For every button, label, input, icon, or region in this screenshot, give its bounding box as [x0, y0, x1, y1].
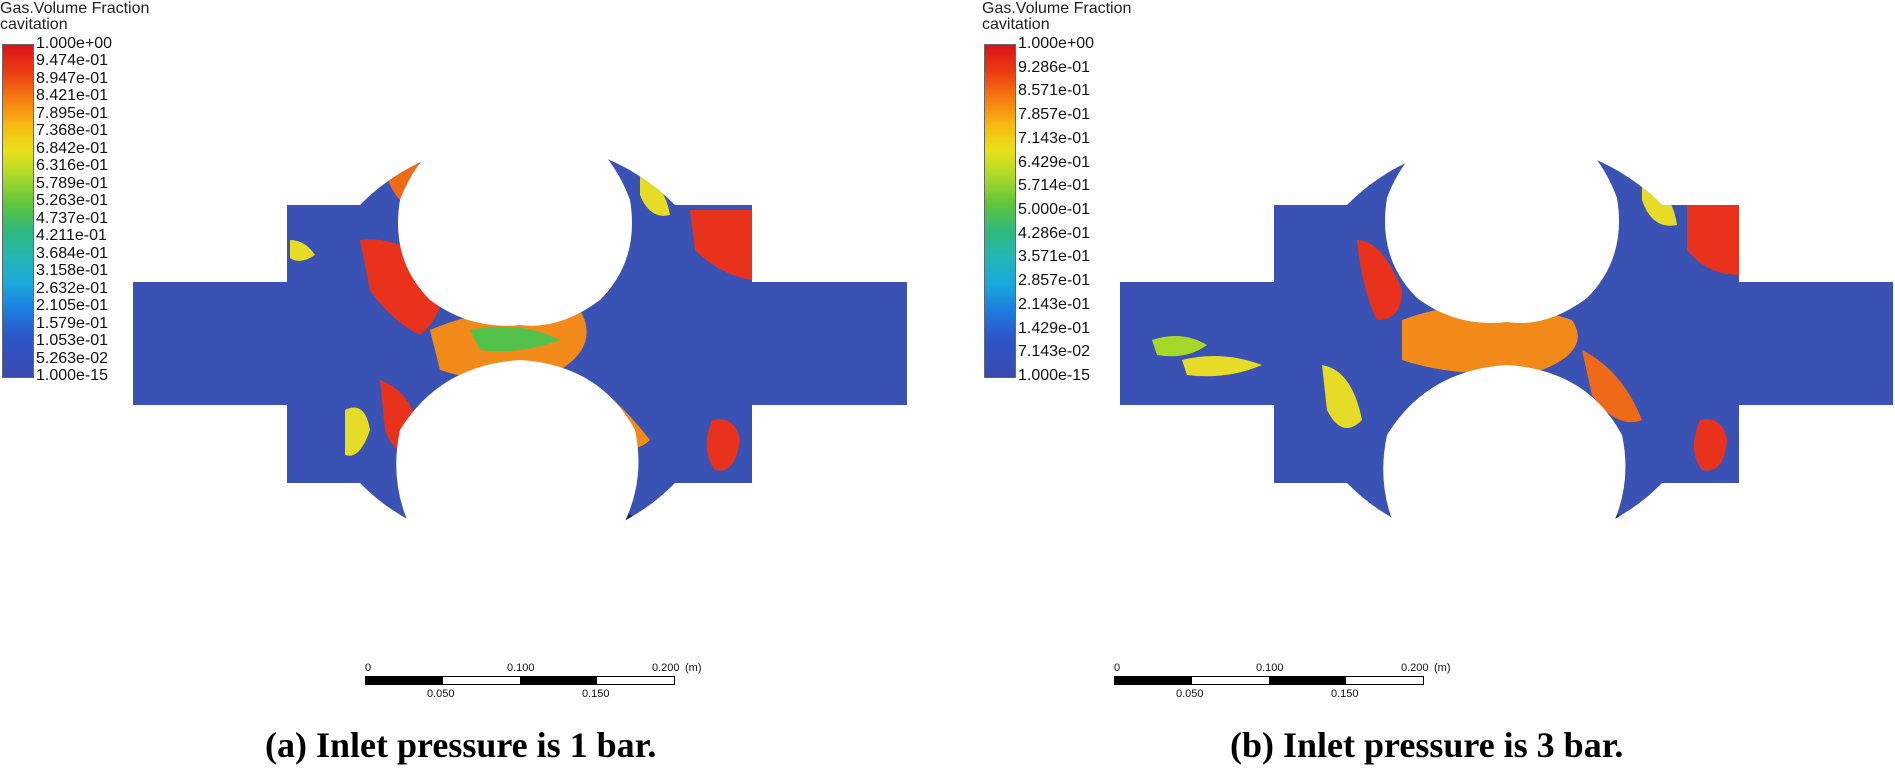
- rotor-upper: [1385, 112, 1619, 323]
- gas-pocket: [470, 326, 560, 352]
- gas-pocket: [1322, 365, 1362, 428]
- cavitation-contour-plot-a: [133, 51, 907, 621]
- colorbar-tick-label: 1.000e-15: [1018, 367, 1091, 384]
- colorbar-tick-label: 4.211e-01: [36, 227, 107, 245]
- colorbar-tick-label: 5.714e-01: [1018, 177, 1091, 195]
- gas-pocket: [690, 210, 752, 280]
- colorbar: [984, 44, 1016, 378]
- gas-pocket: [345, 407, 370, 456]
- colorbar-ticks: 1.000e+00 9.286e-01 8.571e-01 7.857e-01 7.14…: [1018, 36, 1158, 384]
- colorbar-tick-label: 9.474e-01: [36, 52, 109, 70]
- colorbar-tick-label: 2.857e-01: [1018, 272, 1091, 290]
- colorbar-tick-label: 2.105e-01: [36, 297, 109, 315]
- legend-title: Gas.Volume Fraction: [982, 0, 1132, 17]
- gas-pocket: [1522, 60, 1582, 110]
- colorbar-tick-label: 3.158e-01: [36, 262, 109, 280]
- colorbar-tick-label: 5.263e-01: [36, 192, 109, 210]
- gas-pocket: [1402, 305, 1578, 374]
- rotor-lower: [396, 360, 639, 590]
- colorbar-tick-label: 7.143e-02: [1018, 343, 1091, 361]
- colorbar-ticks: 1.000e+00 9.474e-01 8.947e-01 8.421e-01 7.89…: [36, 36, 176, 384]
- gas-pocket: [600, 80, 650, 130]
- colorbar-tick-label: 6.429e-01: [1018, 153, 1091, 171]
- gas-pocket: [485, 51, 555, 100]
- gas-pocket: [1687, 205, 1739, 275]
- colorbar-tick-label: 8.571e-01: [1018, 82, 1091, 100]
- colorbar-tick-label: 2.632e-01: [36, 279, 109, 297]
- colorbar-tick-label: 8.947e-01: [36, 69, 109, 87]
- gas-pocket: [1182, 356, 1262, 377]
- colorbar-tick-label: 3.571e-01: [1018, 248, 1091, 266]
- colorbar-tick-label: 3.684e-01: [36, 244, 109, 262]
- gas-pocket: [500, 594, 610, 621]
- caption-a: (a) Inlet pressure is 1 bar.: [265, 725, 657, 765]
- rotor-upper: [398, 115, 632, 326]
- legend-title: Gas.Volume Fraction: [0, 0, 150, 17]
- legend-subtitle: cavitation: [982, 16, 1050, 33]
- scale-bar: 0 0.100 0.200 (m) 0.050 0.150: [1114, 662, 1451, 700]
- colorbar-tick-label: 2.143e-01: [1018, 295, 1091, 313]
- caption-b: (b) Inlet pressure is 3 bar.: [1230, 725, 1624, 765]
- gas-pocket: [640, 170, 670, 216]
- legend-subtitle: cavitation: [0, 16, 68, 33]
- colorbar-tick-label: 5.000e-01: [1018, 201, 1091, 218]
- colorbar-tick-label: 7.143e-01: [1018, 129, 1091, 147]
- colorbar-tick-label: 5.789e-01: [36, 174, 109, 192]
- colorbar: [2, 44, 34, 378]
- colorbar-tick-label: 8.421e-01: [36, 87, 109, 105]
- colorbar-tick-label: 4.286e-01: [1018, 224, 1091, 242]
- colorbar-tick-label: 7.368e-01: [36, 122, 109, 140]
- figure-panel-a: Gas.Volume Fraction cavitation 1.000e+00…: [0, 0, 947, 773]
- colorbar-tick-label: 1.579e-01: [36, 314, 109, 332]
- gas-pocket: [706, 419, 740, 471]
- gas-pocket: [1152, 336, 1207, 357]
- colorbar-tick-label: 7.857e-01: [1018, 106, 1091, 124]
- colorbar-tick-label: 1.000e-15: [36, 367, 109, 384]
- gas-pocket: [1693, 419, 1727, 471]
- gas-pocket: [1357, 240, 1402, 320]
- colorbar-tick-label: 4.737e-01: [36, 209, 109, 227]
- gas-pocket: [1582, 350, 1642, 423]
- gas-pocket: [1412, 61, 1487, 86]
- cavitation-contour-plot-b: [1120, 60, 1893, 617]
- rotor-lower: [1383, 365, 1626, 595]
- colorbar-tick-label: 1.053e-01: [36, 332, 109, 350]
- gas-pocket: [1472, 593, 1582, 617]
- figure-panel-b: Gas.Volume Fraction cavitation 1.000e+00…: [982, 0, 1895, 773]
- colorbar-tick-label: 9.286e-01: [1018, 58, 1091, 76]
- colorbar-tick-label: 1.000e+00: [1018, 35, 1095, 52]
- colorbar-tick-label: 1.000e+00: [36, 35, 113, 52]
- gas-pocket: [290, 240, 315, 261]
- colorbar-tick-label: 5.263e-02: [36, 349, 109, 367]
- colorbar-tick-label: 6.316e-01: [36, 157, 109, 175]
- colorbar-tick-label: 1.429e-01: [1018, 319, 1091, 337]
- colorbar-tick-label: 7.895e-01: [36, 104, 109, 122]
- scale-bar: 0 0.100 0.200 (m) 0.050 0.150: [365, 662, 702, 700]
- colorbar-tick-label: 6.842e-01: [36, 139, 109, 157]
